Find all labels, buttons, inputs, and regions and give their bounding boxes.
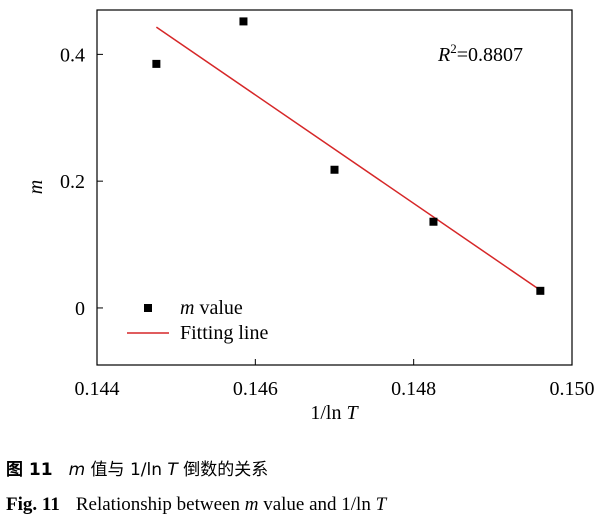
data-point: [536, 286, 545, 295]
y-axis-label: m: [25, 180, 47, 194]
caption-en-text: Relationship between: [75, 494, 245, 515]
legend-label-m-value: m value: [180, 297, 243, 319]
legend-marker-m-value: [144, 304, 152, 312]
y-tick-label: 0.4: [60, 44, 85, 66]
figure-caption-cn: 图 11 m 值与 1/ln T 倒数的关系: [6, 455, 268, 480]
figure-caption-en: Fig. 11 Relationship between m value and …: [6, 494, 386, 516]
axis-ticks: 0.144 0.146 0.148 0.150 0 0.2 0.4: [60, 44, 595, 400]
legend: m value Fitting line: [127, 297, 268, 344]
caption-en-number: Fig. 11: [6, 494, 60, 515]
legend-label-fitting-line: Fitting line: [180, 322, 268, 344]
annotation-r2: R2=0.8807: [437, 41, 523, 66]
fitting-line: [155, 26, 541, 291]
x-tick-label: 0.150: [550, 378, 595, 400]
caption-cn-text2: 倒数的关系: [177, 460, 269, 480]
x-tick-label: 0.146: [233, 378, 278, 400]
data-point: [239, 17, 248, 26]
x-axis-label: 1/ln T: [310, 402, 359, 424]
data-marks: [152, 17, 545, 295]
caption-cn-text: 值与 1/ln: [85, 460, 168, 480]
scatter-chart: 0.144 0.146 0.148 0.150 0 0.2 0.4 R2=0.8807 m …: [25, 9, 595, 424]
caption-cn-number: 图 11: [6, 460, 53, 480]
plot-frame: [96, 9, 573, 366]
caption-en-text2: value and 1/ln: [258, 494, 376, 515]
data-point: [152, 59, 161, 68]
x-tick-label: 0.148: [391, 378, 436, 400]
caption-cn-var: m: [68, 460, 86, 480]
caption-en-var: m: [244, 494, 259, 515]
caption-cn-var2: T: [167, 460, 178, 480]
caption-en-var2: T: [375, 494, 387, 515]
y-tick-label: 0: [75, 298, 85, 320]
x-tick-label: 0.144: [75, 378, 120, 400]
data-point: [429, 217, 438, 226]
y-tick-label: 0.2: [60, 171, 85, 193]
data-point: [330, 165, 339, 174]
